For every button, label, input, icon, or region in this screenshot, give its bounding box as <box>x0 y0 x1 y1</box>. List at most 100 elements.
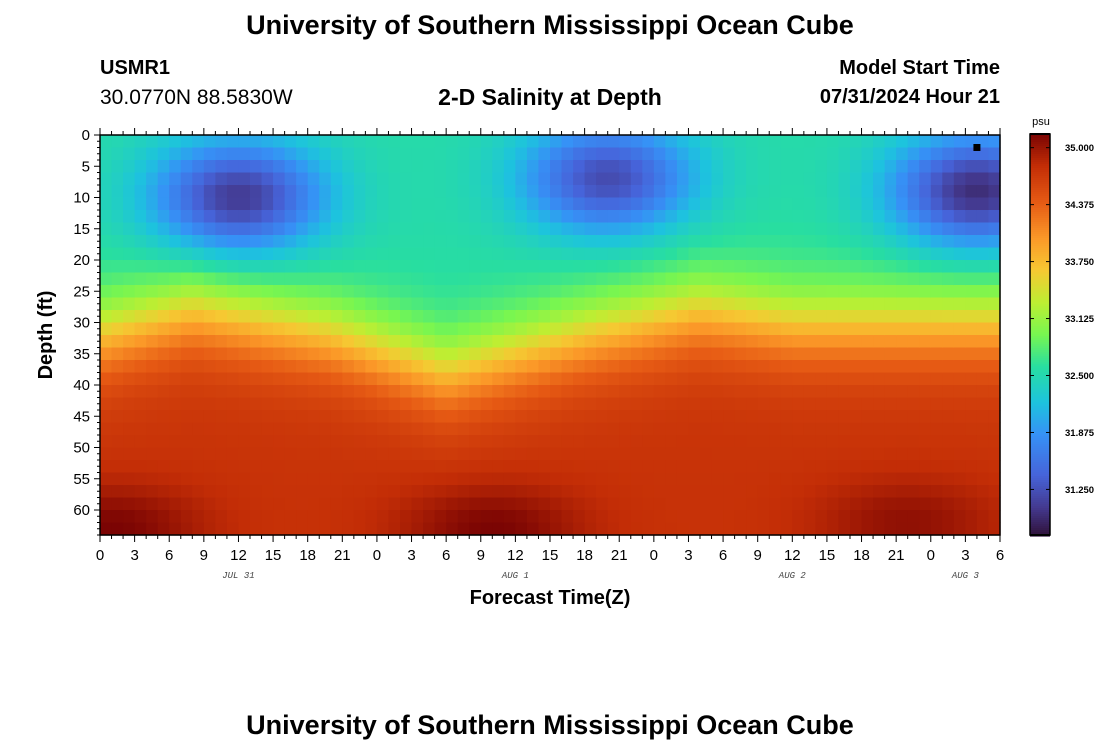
heatmap-cell <box>376 272 390 286</box>
heatmap-cell <box>388 510 401 524</box>
colorbar-segment <box>1030 148 1050 151</box>
heatmap-cell <box>723 247 736 261</box>
heatmap-cell <box>526 347 540 361</box>
heatmap-cell <box>238 197 251 211</box>
heatmap-cell <box>492 522 505 536</box>
heatmap-cell <box>550 247 563 261</box>
heatmap-cell <box>411 522 424 536</box>
heatmap-cell <box>250 410 263 424</box>
heatmap-cell <box>480 322 493 336</box>
heatmap-cell <box>711 397 724 411</box>
heatmap-cell <box>273 335 286 349</box>
heatmap-cell <box>573 160 586 174</box>
heatmap-cell <box>723 310 736 324</box>
heatmap-cell <box>134 197 147 211</box>
heatmap-cell <box>873 522 886 536</box>
heatmap-cell <box>123 247 136 261</box>
heatmap-cell <box>538 360 551 374</box>
heatmap-cell <box>296 485 309 499</box>
heatmap-cell <box>388 472 401 486</box>
heatmap-cell <box>526 135 540 149</box>
heatmap-cell <box>653 172 666 186</box>
heatmap-cell <box>469 222 482 236</box>
heatmap-cell <box>411 260 424 274</box>
heatmap-cell <box>988 397 1001 411</box>
heatmap-cell <box>146 347 159 361</box>
heatmap-cell <box>861 397 874 411</box>
heatmap-cell <box>803 335 816 349</box>
colorbar-segment <box>1030 228 1050 231</box>
heatmap-cell <box>780 347 793 361</box>
heatmap-cell <box>365 197 378 211</box>
heatmap-cell <box>861 485 874 499</box>
heatmap-cell <box>388 447 401 461</box>
heatmap-cell <box>803 347 816 361</box>
heatmap-cell <box>734 485 747 499</box>
heatmap-cell <box>238 360 251 374</box>
heatmap-cell <box>815 347 828 361</box>
heatmap-cell <box>226 260 240 274</box>
heatmap-cell <box>515 172 528 186</box>
heatmap-cell <box>676 272 690 286</box>
colorbar-segment <box>1030 414 1050 417</box>
heatmap-cell <box>930 447 943 461</box>
colorbar-segment <box>1030 312 1050 315</box>
heatmap-cell <box>942 397 955 411</box>
heatmap-cell <box>515 497 528 511</box>
heatmap-cell <box>619 160 632 174</box>
heatmap-cell <box>434 260 447 274</box>
heatmap-cell <box>515 347 528 361</box>
heatmap-cell <box>584 172 597 186</box>
heatmap-cell <box>307 310 320 324</box>
heatmap-cell <box>550 510 563 524</box>
heatmap-cell <box>365 297 378 311</box>
heatmap-cell <box>515 272 528 286</box>
heatmap-cell <box>492 360 505 374</box>
heatmap-cell <box>769 472 782 486</box>
heatmap-cell <box>307 447 320 461</box>
heatmap-cell <box>896 397 909 411</box>
heatmap-cell <box>907 460 920 474</box>
heatmap-cell <box>757 172 770 186</box>
heatmap-cell <box>480 460 493 474</box>
x-tick-label: 0 <box>96 547 104 564</box>
heatmap-cell <box>123 522 136 536</box>
heatmap-cell <box>596 460 609 474</box>
x-tick-label: 21 <box>611 547 628 564</box>
heatmap-cell <box>400 497 413 511</box>
heatmap-cell <box>561 235 574 249</box>
heatmap-cell <box>561 135 574 149</box>
x-tick-label: 15 <box>542 547 559 564</box>
heatmap-cell <box>561 435 574 449</box>
heatmap-cell <box>203 385 216 399</box>
heatmap-cell <box>596 222 609 236</box>
heatmap-cell <box>769 335 782 349</box>
heatmap-cell <box>146 235 159 249</box>
heatmap-cell <box>261 372 274 386</box>
heatmap-cell <box>665 185 678 199</box>
heatmap-cell <box>711 347 724 361</box>
heatmap-cell <box>284 385 297 399</box>
heatmap-cell <box>573 172 586 186</box>
heatmap-cell <box>676 385 690 399</box>
heatmap-cell <box>434 347 447 361</box>
colorbar-segment <box>1030 472 1050 475</box>
heatmap-cell <box>792 510 805 524</box>
heatmap-cell <box>723 147 736 161</box>
heatmap-cell <box>100 497 113 511</box>
colorbar-segment <box>1030 424 1050 427</box>
heatmap-cell <box>146 472 159 486</box>
colorbar-segment <box>1030 434 1050 437</box>
heatmap-cell <box>238 235 251 249</box>
heatmap-cell <box>965 422 978 436</box>
heatmap-cell <box>838 497 851 511</box>
heatmap-cell <box>700 385 713 399</box>
heatmap-cell <box>423 435 436 449</box>
heatmap-cell <box>123 410 136 424</box>
heatmap-cell <box>919 160 932 174</box>
heatmap-cell <box>861 360 874 374</box>
colorbar-segment <box>1030 466 1050 469</box>
heatmap-cell <box>930 260 943 274</box>
heatmap-cell <box>457 410 470 424</box>
heatmap-cell <box>423 335 436 349</box>
